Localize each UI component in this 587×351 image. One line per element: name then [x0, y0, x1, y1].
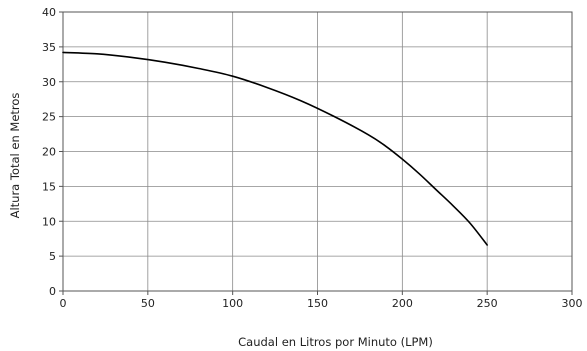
y-tick-label: 30: [42, 76, 56, 89]
x-tick-label: 50: [141, 297, 155, 310]
y-tick-label: 10: [42, 215, 56, 228]
x-tick-label: 250: [477, 297, 498, 310]
y-axis-title: Altura Total en Metros: [8, 93, 22, 219]
x-tick-label: 100: [222, 297, 243, 310]
y-tick-label: 25: [42, 111, 56, 124]
grid: [62, 11, 573, 292]
x-tick-label: 300: [562, 297, 583, 310]
y-tick-label: 20: [42, 146, 56, 159]
x-tick-label: 150: [307, 297, 328, 310]
y-tick-label: 40: [42, 6, 56, 19]
y-tick-label: 0: [49, 285, 56, 298]
x-tick-label: 200: [392, 297, 413, 310]
y-tick-label: 5: [49, 250, 56, 263]
y-tick-label: 35: [42, 41, 56, 54]
x-axis-title: Caudal en Litros por Minuto (LPM): [238, 335, 433, 349]
x-tick-label: 0: [60, 297, 67, 310]
x-axis-ticks: 0 50 100 150 200 250 300: [60, 291, 583, 310]
y-axis-ticks: 0 5 10 15 20 25 30 35 40: [42, 6, 63, 298]
head-flow-curve-line: [62, 51, 488, 246]
y-tick-label: 15: [42, 180, 56, 193]
